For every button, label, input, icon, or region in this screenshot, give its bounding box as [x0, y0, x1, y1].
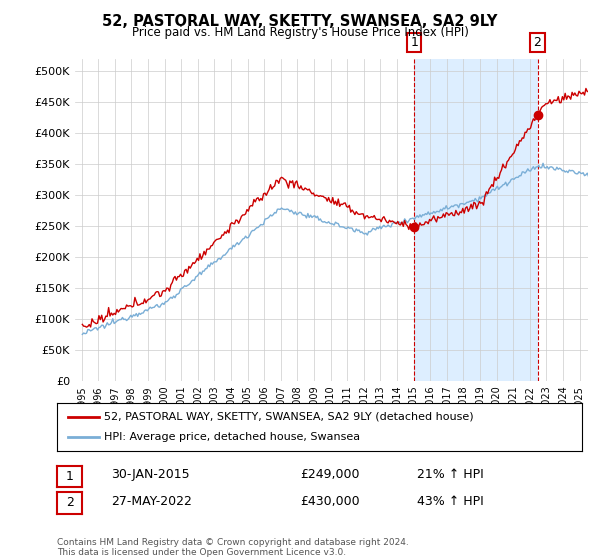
Text: 1: 1 [410, 36, 418, 49]
Text: 1: 1 [65, 470, 74, 483]
Text: 30-JAN-2015: 30-JAN-2015 [111, 468, 190, 482]
Text: £249,000: £249,000 [300, 468, 359, 482]
Text: Contains HM Land Registry data © Crown copyright and database right 2024.
This d: Contains HM Land Registry data © Crown c… [57, 538, 409, 557]
Text: 2: 2 [533, 36, 541, 49]
Text: 21% ↑ HPI: 21% ↑ HPI [417, 468, 484, 482]
Text: 52, PASTORAL WAY, SKETTY, SWANSEA, SA2 9LY: 52, PASTORAL WAY, SKETTY, SWANSEA, SA2 9… [103, 14, 497, 29]
Text: Price paid vs. HM Land Registry's House Price Index (HPI): Price paid vs. HM Land Registry's House … [131, 26, 469, 39]
Text: £430,000: £430,000 [300, 494, 359, 508]
Text: 27-MAY-2022: 27-MAY-2022 [111, 494, 192, 508]
Text: 43% ↑ HPI: 43% ↑ HPI [417, 494, 484, 508]
Text: 52, PASTORAL WAY, SKETTY, SWANSEA, SA2 9LY (detached house): 52, PASTORAL WAY, SKETTY, SWANSEA, SA2 9… [104, 412, 474, 422]
Text: 2: 2 [65, 496, 74, 510]
Bar [415, 59, 538, 381]
Text: HPI: Average price, detached house, Swansea: HPI: Average price, detached house, Swan… [104, 432, 361, 442]
